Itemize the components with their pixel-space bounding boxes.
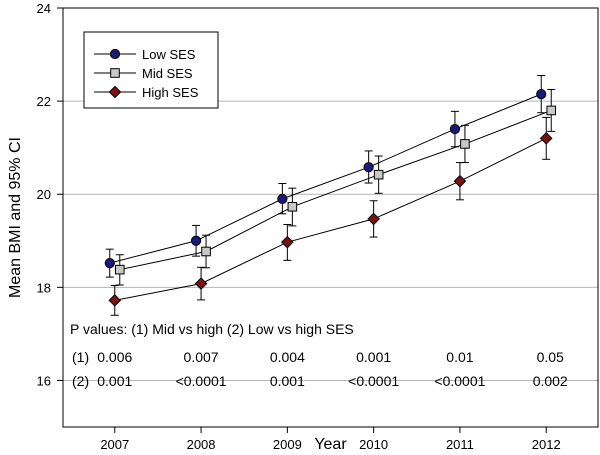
x-tick-label-2011: 2011 <box>446 437 474 452</box>
series-line-high-ses <box>114 137 547 301</box>
x-tick-label-2007: 2007 <box>100 437 129 452</box>
y-tick-label-18: 18 <box>37 280 51 295</box>
point-mid-ses-2012 <box>546 105 557 116</box>
error-bars <box>105 75 556 316</box>
p-value-row-label-1: (1) <box>72 349 89 365</box>
point-mid-ses-2010 <box>373 169 384 180</box>
legend-box <box>83 31 219 109</box>
x-tick-label-2009: 2009 <box>273 437 302 452</box>
series-markers <box>104 89 557 307</box>
point-mid-ses-2007 <box>114 264 125 275</box>
y-tick-label-16: 16 <box>37 373 51 388</box>
series-lines <box>109 93 552 301</box>
point-high-ses-2012 <box>539 132 553 145</box>
point-low-ses-2009 <box>277 193 288 204</box>
p-value-2-2012: 0.002 <box>533 373 568 389</box>
x-tick-label-2008: 2008 <box>187 437 216 452</box>
legend-marker-low-ses <box>109 48 121 60</box>
point-high-ses-2009 <box>281 235 294 249</box>
point-high-ses-2008 <box>194 277 208 290</box>
y-tick-label-24: 24 <box>37 1 51 16</box>
p-value-1-2011: 0.01 <box>446 349 473 365</box>
p-value-2-2009: 0.001 <box>270 373 305 389</box>
legend-marker-high-ses <box>108 85 122 99</box>
x-tick-label-2010: 2010 <box>359 437 388 452</box>
point-low-ses-2011 <box>449 123 461 135</box>
y-axis: 16 18 20 22 24 <box>37 1 63 388</box>
point-low-ses-2007 <box>104 258 115 269</box>
y-tick-label-20: 20 <box>37 187 51 202</box>
legend-label-mid-ses: Mid SES <box>142 66 193 81</box>
point-low-ses-2012 <box>536 89 547 100</box>
p-value-2-2011: <0.0001 <box>434 373 485 389</box>
y-tick-label-22: 22 <box>37 94 51 109</box>
p-value-1-2010: 0.001 <box>356 349 391 365</box>
x-axis: 2007 2008 2009 2010 2011 2012 <box>100 427 561 452</box>
gridlines <box>63 100 598 381</box>
series-line-mid-ses <box>119 109 552 271</box>
p-value-1-2009: 0.004 <box>270 349 305 365</box>
point-high-ses-2011 <box>453 174 467 188</box>
p-value-2-2007: 0.001 <box>97 373 132 389</box>
legend: Low SES Mid SES High SES <box>83 31 219 109</box>
p-value-1-2007: 0.006 <box>97 349 132 365</box>
y-axis-title: Mean BMI and 95% CI <box>7 137 24 298</box>
point-low-ses-2010 <box>363 162 374 173</box>
p-value-1-2008: 0.007 <box>184 349 219 365</box>
p-value-row-label-2: (2) <box>72 373 89 389</box>
p-value-2-2008: <0.0001 <box>176 373 227 389</box>
p-value-1-2012: 0.05 <box>537 349 564 365</box>
series-line-low-ses <box>109 93 542 264</box>
point-mid-ses-2009 <box>287 201 298 212</box>
plot-frame <box>62 7 599 428</box>
x-tick-label-2012: 2012 <box>532 437 561 452</box>
legend-marker-mid-ses <box>110 68 120 78</box>
point-high-ses-2010 <box>367 212 380 226</box>
point-low-ses-2008 <box>190 235 202 246</box>
p-value-2-2010: <0.0001 <box>348 373 399 389</box>
legend-label-high-ses: High SES <box>142 85 199 100</box>
point-mid-ses-2011 <box>460 139 470 149</box>
point-high-ses-2007 <box>108 294 122 307</box>
point-mid-ses-2008 <box>201 246 211 257</box>
legend-label-low-ses: Low SES <box>142 47 196 62</box>
p-value-heading: P values: (1) Mid vs high (2) Low vs hig… <box>70 321 354 337</box>
p-value-table: P values: (1) Mid vs high (2) Low vs hig… <box>70 321 568 389</box>
x-axis-title: Year <box>314 436 347 453</box>
